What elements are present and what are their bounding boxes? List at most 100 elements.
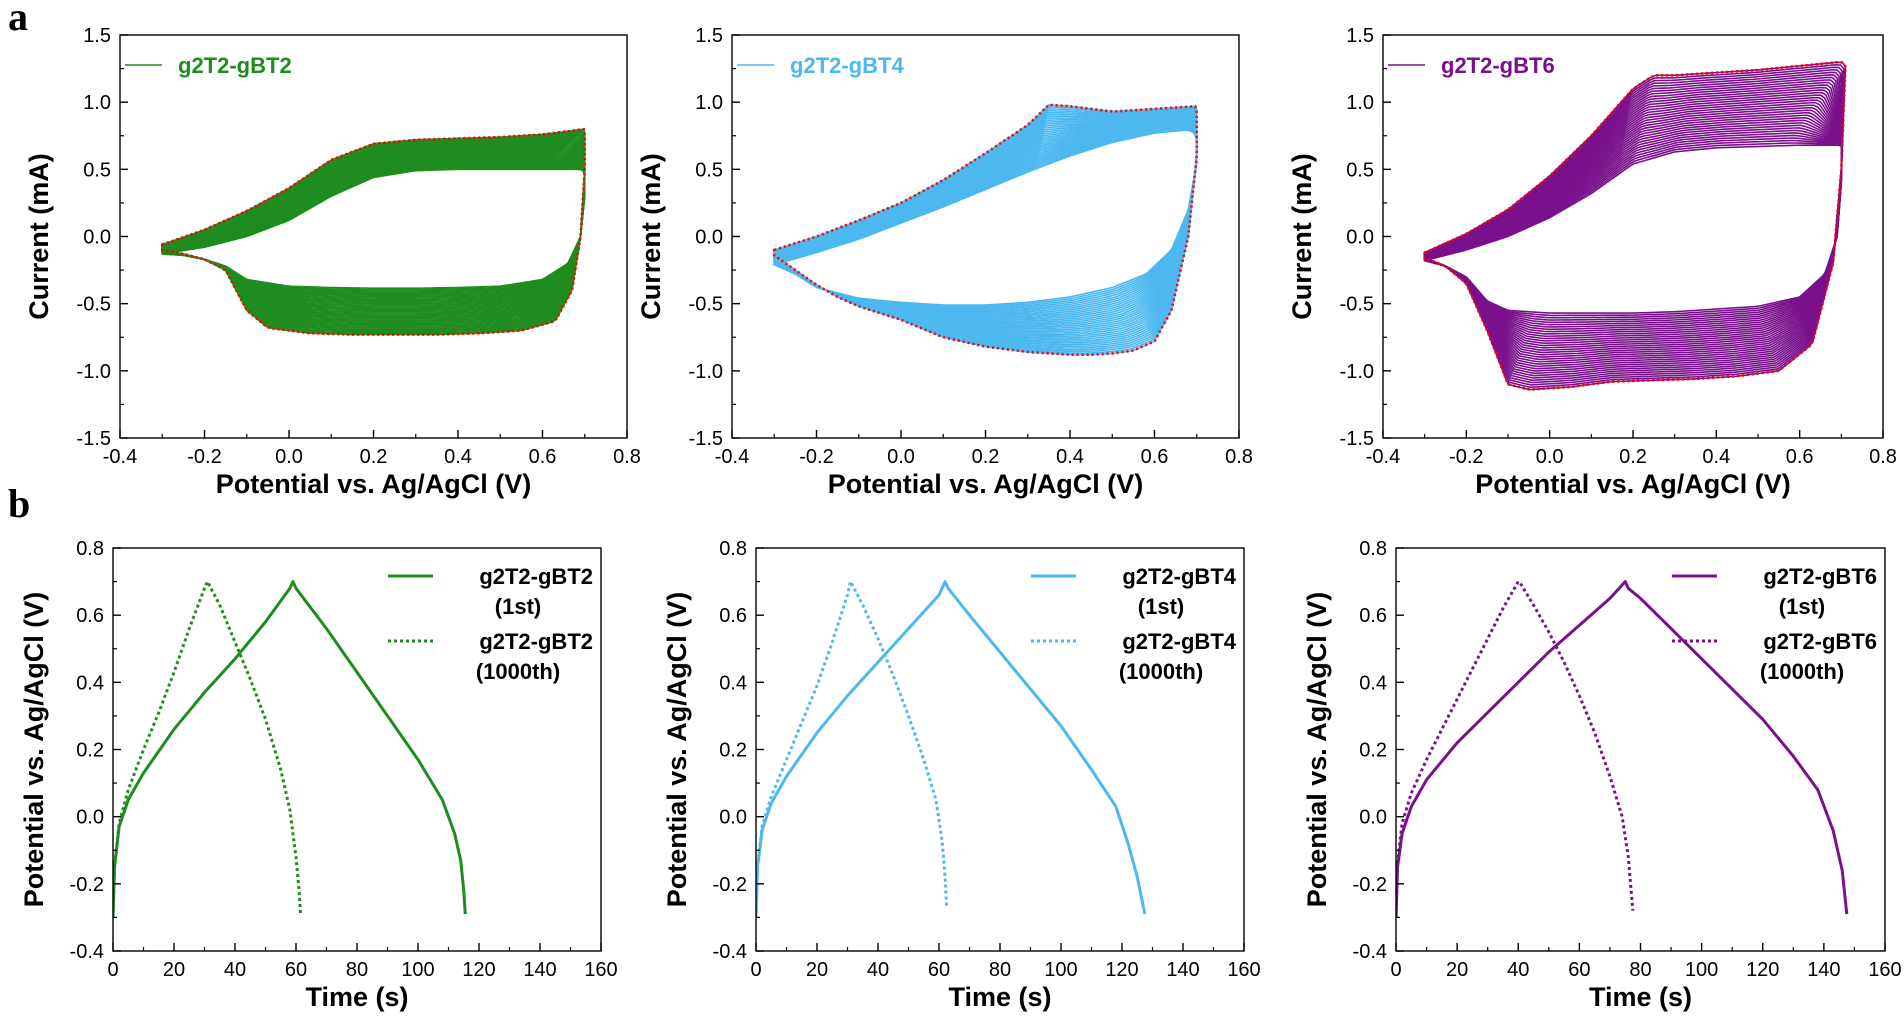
y-tick-label: -0.2 [1353,874,1387,896]
x-tick-label: 0.4 [1702,446,1730,468]
x-axis-title: Potential vs. Ag/AgCl (V) [828,469,1144,499]
series-line-1st [1396,580,1849,918]
x-tick-label: 0.6 [1141,446,1169,468]
axis-frame [731,34,1240,439]
y-tick-label: 0.6 [76,605,104,627]
y-tick-label: 1.0 [83,92,111,114]
series-line-1st [756,580,1147,918]
x-axis-title: Time (s) [1589,982,1692,1012]
x-tick-label: 140 [523,959,556,981]
x-tick-label: 60 [928,959,950,981]
y-tick-label: -0.2 [70,874,104,896]
x-axis-title: Time (s) [305,982,408,1012]
x-tick-label: 160 [584,959,617,981]
x-tick-label: 20 [806,959,828,981]
y-tick-label: 1.5 [695,25,723,47]
y-axis-title: Potential vs. Ag/AgCl (V) [1302,592,1332,908]
y-tick-label: 0.5 [695,159,723,181]
envelope-line [772,103,1199,357]
y-tick-label: 0.4 [1359,672,1387,694]
x-tick-label: 0.2 [360,446,388,468]
y-tick-label: 0.4 [76,672,104,694]
y-tick-label: 0.8 [1359,538,1387,560]
x-tick-label: 0.8 [613,446,641,468]
x-tick-label: 0.6 [529,446,557,468]
x-tick-label: 0.4 [444,446,472,468]
y-tick-label: -0.2 [713,874,747,896]
x-tick-label: 0.8 [1869,446,1897,468]
y-tick-label: -0.4 [70,941,104,963]
x-tick-label: 0.6 [1786,446,1814,468]
x-tick-label: 60 [285,959,307,981]
chart-gcd3: 0 20 40 60 80 100 120 140 160 -0.4 -0.2 0.0 0.2 0.4 0.… [1302,538,1902,1012]
legend-label: g2T2-gBT2 [479,629,593,654]
series-line-1000th [113,580,303,918]
x-tick-label: 20 [163,959,185,981]
y-tick-label: 0.0 [1359,807,1387,829]
legend: g2T2-gBT6 (1st) g2T2-gBT6 (1000th) [1672,564,1877,684]
y-tick-label: 0.4 [719,672,747,694]
legend-label: g2T2-gBT2 [178,53,292,78]
x-tick-label: 40 [1507,959,1529,981]
y-tick-label: 0.6 [1359,605,1387,627]
x-tick-label: 40 [867,959,889,981]
x-tick-label: 160 [1868,959,1901,981]
x-tick-label: 0.8 [1225,446,1253,468]
y-tick-label: -0.4 [713,941,747,963]
y-axis-title: Current (mA) [24,153,54,320]
y-tick-label: -0.4 [1353,941,1387,963]
y-tick-label: 0.2 [1359,740,1387,762]
y-tick-label: -1.5 [1340,428,1374,450]
x-tick-label: 0 [107,959,118,981]
chart-gcd1: 0 20 40 60 80 100 120 140 160 -0.4 -0.2 0.0 0.2 0.4 0.… [19,538,618,1012]
legend-sublabel: (1st) [1138,594,1184,619]
x-tick-label: 120 [462,959,495,981]
x-tick-label: 120 [1746,959,1779,981]
x-axis-title: Time (s) [948,982,1051,1012]
x-tick-label: 80 [989,959,1011,981]
series-line-1000th [756,580,949,918]
x-tick-label: 20 [1446,959,1468,981]
x-tick-label: -0.4 [103,446,137,468]
plot-area [756,580,1147,918]
y-tick-label: 1.0 [695,92,723,114]
x-tick-label: 0.0 [887,446,915,468]
plot-area [113,580,467,918]
x-tick-label: 140 [1807,959,1840,981]
plot-area [1423,60,1847,391]
y-tick-label: 1.5 [83,25,111,47]
plot-area [771,103,1199,357]
y-axis-title: Current (mA) [1287,153,1317,320]
panel-label-b: b [8,481,30,526]
legend-sublabel: (1st) [495,594,541,619]
x-tick-label: -0.2 [187,446,221,468]
y-tick-label: -0.5 [77,294,111,316]
legend: g2T2-gBT2 [125,53,292,78]
legend: g2T2-gBT2 (1st) g2T2-gBT2 (1000th) [388,564,593,684]
y-tick-label: 0.0 [719,807,747,829]
y-tick-label: 0.2 [719,740,747,762]
x-tick-label: 120 [1105,959,1138,981]
x-tick-label: 80 [1629,959,1651,981]
y-tick-label: 0.2 [76,740,104,762]
y-tick-label: 1.5 [1346,25,1374,47]
y-tick-label: -1.5 [689,428,723,450]
x-tick-label: 0.2 [1619,446,1647,468]
x-tick-label: 60 [1568,959,1590,981]
y-tick-label: -1.5 [77,428,111,450]
x-tick-label: -0.2 [1449,446,1483,468]
y-tick-label: 0.6 [719,605,747,627]
legend-label: g2T2-gBT6 [1763,629,1877,654]
panel-label-a: a [8,0,28,39]
legend-label: g2T2-gBT6 [1441,53,1555,78]
legend: g2T2-gBT6 [1388,53,1555,78]
x-tick-label: 80 [346,959,368,981]
y-tick-label: 0.0 [1346,227,1374,249]
y-tick-label: -1.0 [77,361,111,383]
series-line-1st [113,580,467,918]
cycle-line [1423,61,1847,391]
legend-label: g2T2-gBT4 [1122,564,1236,589]
legend: g2T2-gBT4 [737,53,904,78]
legend-label: g2T2-gBT4 [1122,629,1236,654]
y-tick-label: 1.0 [1346,92,1374,114]
